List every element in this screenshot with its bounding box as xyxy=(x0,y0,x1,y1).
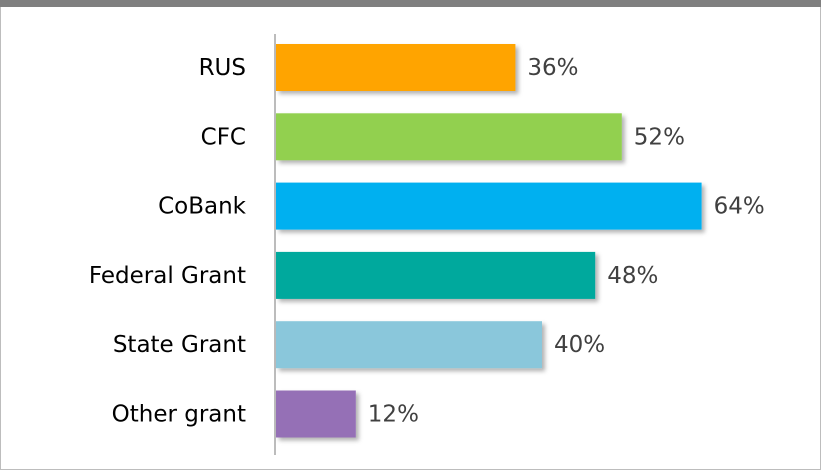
category-label: CFC xyxy=(201,124,246,150)
top-border xyxy=(0,0,821,7)
value-label: 40% xyxy=(554,332,605,358)
bar xyxy=(276,44,516,91)
bar xyxy=(276,182,702,230)
bar xyxy=(276,321,542,369)
value-label: 48% xyxy=(607,263,658,289)
category-label: State Grant xyxy=(113,332,246,358)
value-label: 64% xyxy=(714,194,765,220)
bar xyxy=(276,113,622,161)
value-label: 52% xyxy=(634,124,685,150)
category-label: RUS xyxy=(199,55,246,81)
category-label: Federal Grant xyxy=(89,263,246,289)
bar xyxy=(276,390,356,438)
value-label: 12% xyxy=(368,402,419,428)
category-label: CoBank xyxy=(158,194,247,220)
bar xyxy=(276,251,596,299)
value-label: 36% xyxy=(527,55,578,81)
category-label: Other grant xyxy=(112,402,246,428)
